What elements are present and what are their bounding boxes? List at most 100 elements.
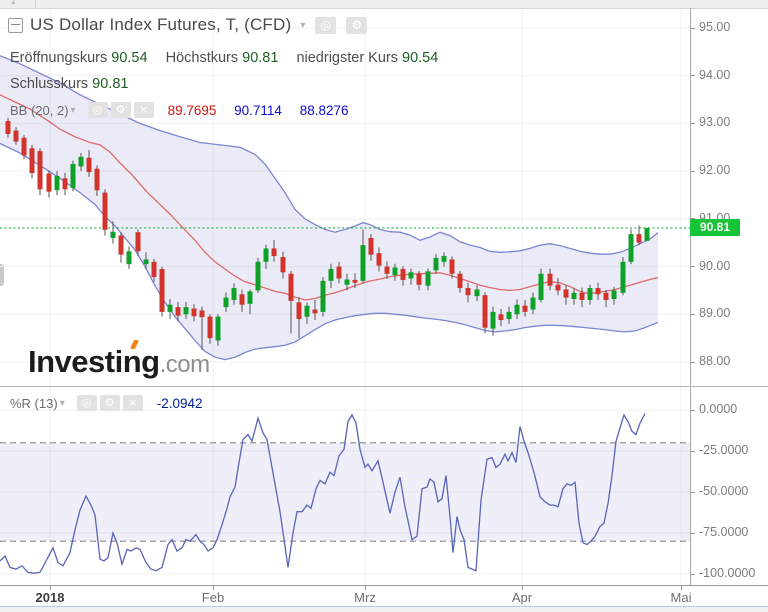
x-axis-tick [50, 586, 51, 590]
chevron-down-icon[interactable]: ▾ [70, 104, 76, 116]
visibility-button[interactable]: ◎ [315, 16, 337, 34]
bottom-scrollbar-track[interactable] [0, 606, 768, 612]
axis-tick [690, 122, 695, 124]
wr-axis[interactable]: 0.0000 -25.0000 -50.0000 -75.0000 -100.0000 [690, 386, 768, 585]
candle-up [167, 304, 173, 312]
candle-up [490, 311, 496, 329]
candle-down [62, 178, 68, 190]
wr-value: -2.0942 [156, 395, 203, 411]
chevron-down-icon[interactable]: ▾ [300, 19, 306, 31]
candle-up [223, 297, 229, 308]
bb-indicator-row: BB (20, 2) ▾ ◎ ⚙ × 89.7695 90.7114 88.82… [10, 102, 363, 118]
candle-up [644, 227, 650, 241]
candle-up [611, 290, 617, 300]
price-tick-label: 94.00 [699, 67, 731, 82]
candle-down [288, 273, 294, 301]
watermark-suffix: .com [159, 351, 211, 378]
candle-down [102, 192, 108, 230]
candle-down [595, 288, 601, 295]
candle-down [547, 273, 553, 286]
williams-r-pane[interactable] [0, 386, 690, 585]
candle-down [296, 302, 302, 320]
wr-remove-button[interactable]: × [122, 395, 143, 411]
price-tick-label: 88.00 [699, 354, 731, 368]
price-axis[interactable]: 95.00 94.00 93.00 92.00 91.00 90.00 89.00 88.00… [690, 0, 768, 386]
candle-up [392, 267, 398, 276]
candle-down [522, 305, 528, 312]
wr-tick-label: -100.0000 [699, 566, 756, 580]
candle-down [29, 148, 35, 174]
gear-icon: ⚙ [115, 103, 126, 116]
candle-down [151, 261, 157, 278]
axis-tick [690, 573, 695, 575]
x-axis-label: Feb [201, 590, 225, 605]
axis-tick [690, 27, 695, 29]
x-axis-tick [213, 586, 214, 590]
candle-down [465, 288, 471, 296]
candle-up [255, 261, 261, 291]
candle-up [320, 280, 326, 312]
chevron-down-icon[interactable]: ▾ [59, 397, 65, 409]
pane-divider[interactable] [0, 386, 768, 387]
price-tick-label: 92.00 [699, 163, 731, 178]
candle-down [603, 292, 609, 300]
candle-down [280, 257, 286, 273]
candle-up [344, 279, 350, 285]
ohlc-row-1: Eröffnungskurs 90.54 Höchstkurs 90.81 nied… [10, 50, 452, 66]
candle-up [433, 257, 439, 271]
candle-down [86, 157, 92, 173]
price-tick-label: 89.00 [699, 306, 731, 321]
gear-icon: ⚙ [351, 17, 363, 32]
candle-down [5, 121, 11, 134]
candle-up [571, 292, 577, 300]
x-axis[interactable]: 2018 Feb Mrz Apr Mai [0, 586, 768, 606]
wr-visibility-button[interactable]: ◎ [76, 395, 97, 411]
wr-indicator-row: %R (13) ▾ ◎ ⚙ × -2.0942 [10, 395, 203, 411]
wr-settings-button[interactable]: ⚙ [99, 395, 120, 411]
bb-label[interactable]: BB (20, 2) [10, 102, 69, 118]
axis-tick [690, 75, 695, 77]
candle-up [425, 271, 431, 286]
bb-visibility-button[interactable]: ◎ [87, 102, 108, 118]
price-tick-label: 90.00 [699, 258, 731, 273]
price-tick-label: 95.00 [699, 20, 731, 34]
candle-down [207, 316, 213, 339]
chart-title[interactable]: US Dollar Index Futures, T, (CFD) [30, 15, 292, 34]
candle-down [46, 173, 52, 192]
bb-settings-button[interactable]: ⚙ [110, 102, 131, 118]
eye-icon: ◎ [320, 17, 332, 32]
candle-down [352, 279, 358, 283]
wr-label[interactable]: %R (13) [10, 395, 58, 411]
candle-down [336, 266, 342, 279]
scroll-up-icon[interactable]: ▲ [10, 0, 17, 6]
axis-tick [690, 409, 695, 411]
settings-button[interactable]: ⚙ [346, 16, 368, 34]
bb-remove-button[interactable]: × [133, 102, 154, 118]
candle-up [506, 311, 512, 320]
candle-down [94, 168, 100, 191]
candle-down [118, 235, 124, 255]
collapse-chart-button[interactable] [8, 17, 23, 33]
bollinger-lower-line [0, 142, 659, 361]
candle-up [247, 291, 253, 304]
high-label: Höchstkurs [165, 50, 239, 66]
axis-tick [690, 532, 695, 534]
candle-down [239, 294, 245, 305]
price-chart-pane[interactable] [0, 0, 690, 386]
candle-up [538, 273, 544, 300]
close-value: 90.81 [92, 76, 129, 92]
axis-tick [690, 170, 695, 172]
x-axis-label: Apr [511, 590, 533, 605]
candle-down [449, 259, 455, 274]
wr-tick-label: -75.0000 [699, 525, 749, 539]
candle-up [304, 305, 310, 317]
bb-lower-value: 88.8276 [299, 102, 349, 118]
bb-middle-value: 89.7695 [167, 102, 217, 118]
axis-tick [690, 491, 695, 493]
left-pane-handle[interactable] [0, 264, 4, 286]
axis-tick [690, 450, 695, 452]
candle-down [498, 314, 504, 321]
candle-up [408, 272, 414, 279]
wr-tick-label: 0.0000 [699, 402, 738, 416]
candle-down [368, 237, 374, 255]
